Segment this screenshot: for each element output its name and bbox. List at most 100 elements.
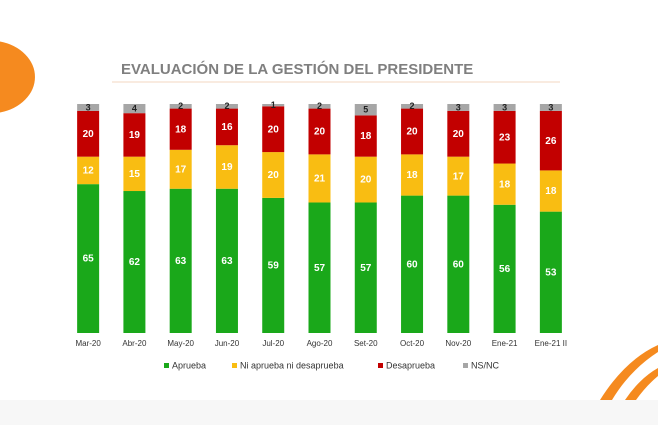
bar-segment [215,108,238,146]
x-tick-label: Set-20 [354,339,378,348]
data-label: 57 [360,263,372,274]
legend-swatch [378,363,383,368]
data-label: 20 [314,127,326,138]
x-tick-label: Jul-20 [262,339,284,348]
bar-segment [493,204,516,333]
bar-segment [123,191,146,333]
bar-segment [262,106,285,153]
bar-segment [262,104,285,107]
data-label: 23 [499,132,511,143]
data-label: 63 [221,256,233,267]
x-tick-label: Oct-20 [400,339,425,348]
bar-segment [262,197,285,333]
x-tick-label: Ago-20 [307,339,333,348]
x-tick-label: Ene-21 II [535,339,567,348]
data-label: 20 [406,127,418,138]
bar-segment [308,108,331,155]
bar-segment [169,108,192,150]
bar-segment [539,211,562,333]
footer-band [0,400,658,425]
bar-segment [169,149,192,189]
swoosh [625,368,658,400]
data-label: 15 [129,169,141,180]
bar-segment [401,154,424,196]
data-label: 65 [83,254,95,265]
corner-decoration [0,42,35,112]
legend-label: Aprueba [172,360,206,370]
data-label: 26 [545,136,557,147]
legend-label: Ni aprueba ni desaprueba [240,360,344,370]
chart-title: EVALUACIÓN DE LA GESTIÓN DEL PRESIDENTE [121,60,473,78]
data-label: 12 [83,166,95,177]
bar-segment [77,110,100,157]
bar-segment [447,195,470,333]
legend-swatch [463,363,468,368]
x-tick-label: Jun-20 [215,339,240,348]
legend-swatch [164,363,169,368]
data-label: 56 [499,264,511,275]
bar-segment [77,184,100,333]
data-label: 18 [406,170,418,181]
bar-segment [447,104,470,111]
data-label: 5 [363,105,368,115]
data-label: 18 [175,124,187,135]
data-label: 18 [360,131,372,142]
x-tick-label: Abr-20 [122,339,147,348]
data-label: 20 [360,175,372,186]
data-label: 3 [548,102,553,112]
bar-segment [354,104,377,116]
bar-segment [354,156,377,203]
data-label: 19 [221,162,233,173]
bar-segment [77,156,100,185]
bar-segment [308,154,331,203]
data-label: 3 [86,102,91,112]
data-label: 17 [175,164,187,175]
bar-segment [493,104,516,111]
data-label: 53 [545,267,557,278]
data-label: 20 [83,129,95,140]
bar-segment [493,163,516,205]
data-label: 16 [221,122,233,133]
data-label: 1 [271,100,276,110]
data-label: 3 [456,102,461,112]
data-label: 59 [268,261,280,272]
x-tick-label: Mar-20 [75,339,101,348]
data-label: 20 [268,170,280,181]
bar-segment [77,104,100,111]
data-label: 60 [406,259,418,270]
data-label: 2 [317,101,322,111]
bar-segment [539,170,562,212]
bar-segment [215,104,238,109]
bar-segment [354,202,377,333]
swoosh [600,345,658,400]
x-tick-label: May-20 [167,339,194,348]
bar-segment [493,110,516,164]
bar-segment [539,110,562,171]
data-label: 20 [453,129,465,140]
data-label: 2 [410,101,415,111]
data-label: 18 [499,179,511,190]
data-label: 19 [129,130,141,141]
data-label: 62 [129,257,141,268]
legend-swatch [232,363,237,368]
bar-segment [401,104,424,109]
data-label: 3 [502,102,507,112]
data-label: 17 [453,171,465,182]
bar-segment [401,108,424,155]
bar-segment [447,110,470,157]
bar-segment [539,104,562,111]
data-label: 4 [132,103,137,113]
bar-segment [308,202,331,333]
legend-label: Desaprueba [386,360,435,370]
bar-segment [123,104,146,114]
data-label: 21 [314,174,326,185]
legend-label: NS/NC [471,360,500,370]
bar-segment [401,195,424,333]
data-label: 2 [178,101,183,111]
data-label: 60 [453,259,465,270]
data-label: 20 [268,124,280,135]
data-label: 18 [545,186,557,197]
data-label: 63 [175,256,187,267]
bar-segment [308,104,331,109]
